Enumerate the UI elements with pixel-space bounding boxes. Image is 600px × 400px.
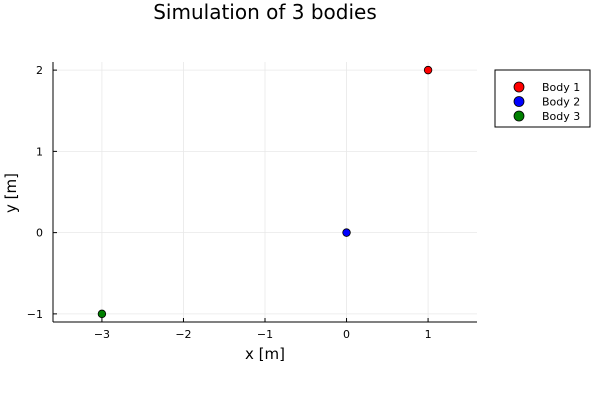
point-body-1 <box>423 65 433 75</box>
grid-lines <box>53 62 477 322</box>
y-ticks: −1 0 1 2 <box>27 64 57 321</box>
point-body-2 <box>342 228 351 237</box>
chart-title: Simulation of 3 bodies <box>153 0 377 24</box>
y-tick-label: 2 <box>36 64 43 77</box>
legend-marker <box>513 81 525 93</box>
x-tick-label: −1 <box>257 328 273 341</box>
x-axis-label: x [m] <box>245 345 285 363</box>
legend-label: Body 3 <box>542 110 580 123</box>
x-ticks: −3 −2 −1 0 1 <box>94 318 432 341</box>
data-points <box>97 65 433 319</box>
y-tick-label: −1 <box>27 308 43 321</box>
legend-marker <box>513 110 525 122</box>
legend-marker <box>513 96 525 107</box>
x-tick-label: −2 <box>175 328 191 341</box>
legend-label: Body 1 <box>542 81 580 94</box>
y-axis-label: y [m] <box>2 173 20 213</box>
legend-box <box>494 69 591 128</box>
x-tick-label: 1 <box>425 328 432 341</box>
x-tick-label: 0 <box>343 328 350 341</box>
point-body-3 <box>97 309 107 319</box>
y-tick-label: 0 <box>36 227 43 240</box>
x-tick-label: −3 <box>94 328 110 341</box>
legend-label: Body 2 <box>542 96 580 109</box>
y-tick-label: 1 <box>36 145 43 158</box>
